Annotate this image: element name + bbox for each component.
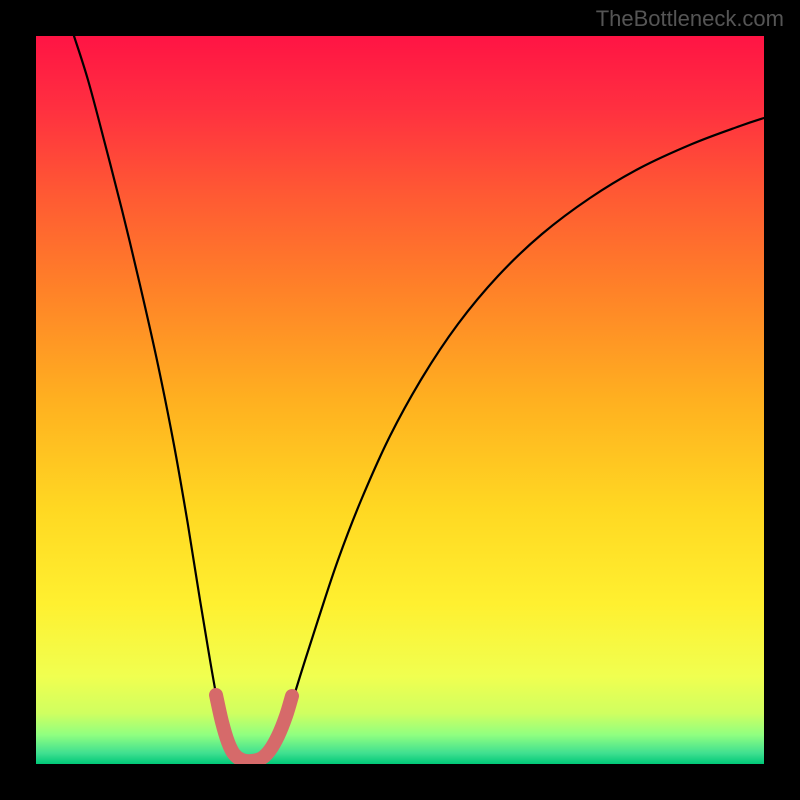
bottleneck-chart — [0, 0, 800, 800]
watermark-text: TheBottleneck.com — [596, 6, 784, 32]
plot-gradient-background — [36, 36, 764, 764]
chart-stage: TheBottleneck.com — [0, 0, 800, 800]
